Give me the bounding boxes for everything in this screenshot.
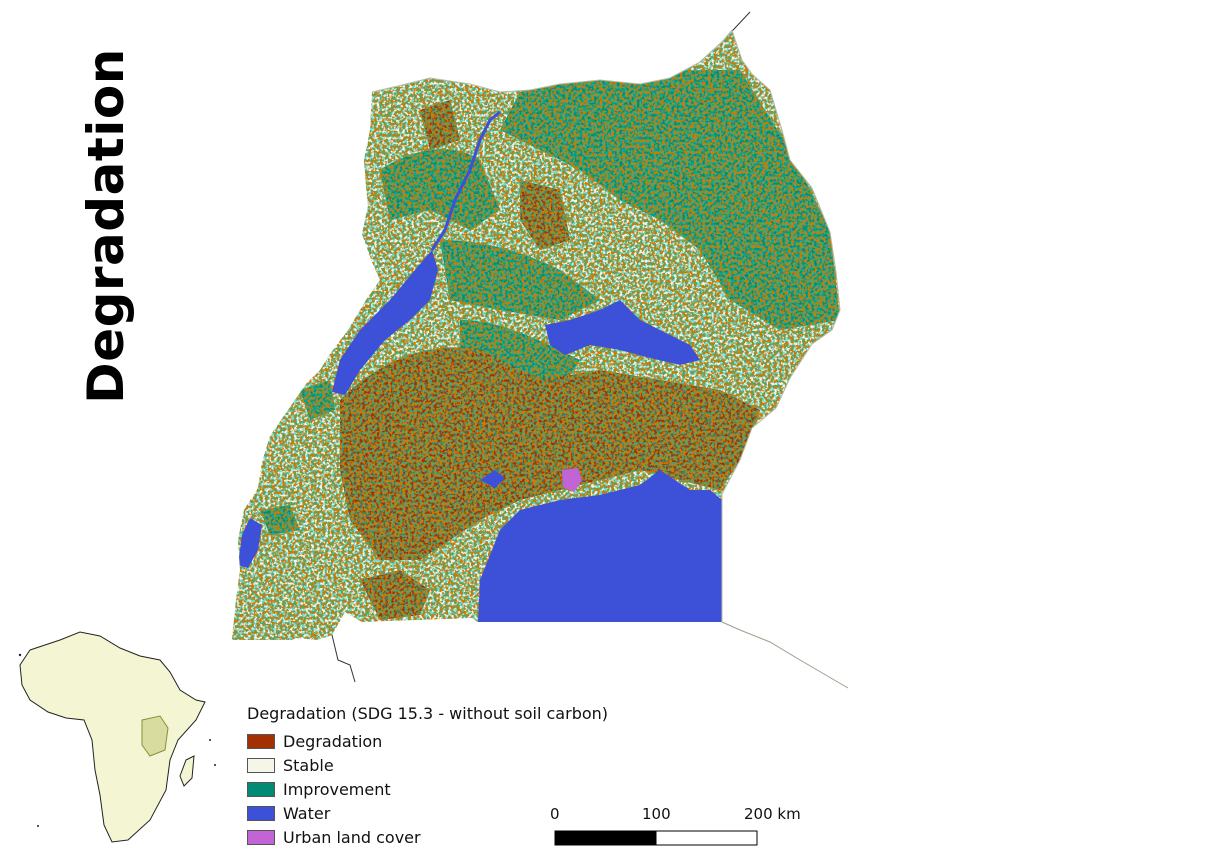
legend-label: Water — [283, 803, 331, 823]
lake-george — [480, 470, 505, 488]
scale-bar — [554, 830, 758, 846]
legend-swatch — [247, 733, 275, 749]
madagascar — [179, 755, 195, 787]
legend-label: Degradation — [283, 731, 383, 751]
map-title: Degradation — [77, 48, 135, 404]
scale-label-200: 200 km — [744, 805, 801, 823]
legend-item-degradation: Degradation — [247, 731, 382, 751]
lake-albert — [332, 250, 438, 395]
africa-continent — [19, 631, 206, 843]
uganda-outline — [371, 28, 841, 622]
legend-swatch — [247, 781, 275, 797]
scale-label-100: 100 — [642, 805, 671, 823]
legend-label: Improvement — [283, 779, 391, 799]
legend-item-stable: Stable — [247, 755, 334, 775]
victoria-nile — [430, 110, 501, 251]
legend-title: Degradation (SDG 15.3 - without soil car… — [247, 704, 609, 723]
legend-label: Urban land cover — [283, 827, 421, 847]
legend-swatch — [247, 829, 275, 845]
scale-label-0: 0 — [550, 805, 560, 823]
urban-area — [562, 468, 582, 492]
legend-label: Stable — [283, 755, 334, 775]
uganda-map — [232, 30, 840, 640]
lake-edward — [238, 518, 262, 568]
kenya-tanzania-border — [721, 621, 849, 689]
legend-swatch — [247, 757, 275, 773]
legend-swatch — [247, 805, 275, 821]
water-bodies — [238, 110, 722, 622]
legend: Degradation (SDG 15.3 - without soil car… — [247, 703, 667, 847]
lake-kyoga — [545, 300, 700, 365]
legend-item-water: Water — [247, 803, 330, 823]
africa-inset-map — [18, 631, 216, 843]
inset-highlight-region — [141, 715, 169, 757]
legend-item-improvement: Improvement — [247, 779, 391, 799]
legend-item-urban: Urban land cover — [247, 827, 421, 847]
lake-victoria — [478, 470, 722, 622]
